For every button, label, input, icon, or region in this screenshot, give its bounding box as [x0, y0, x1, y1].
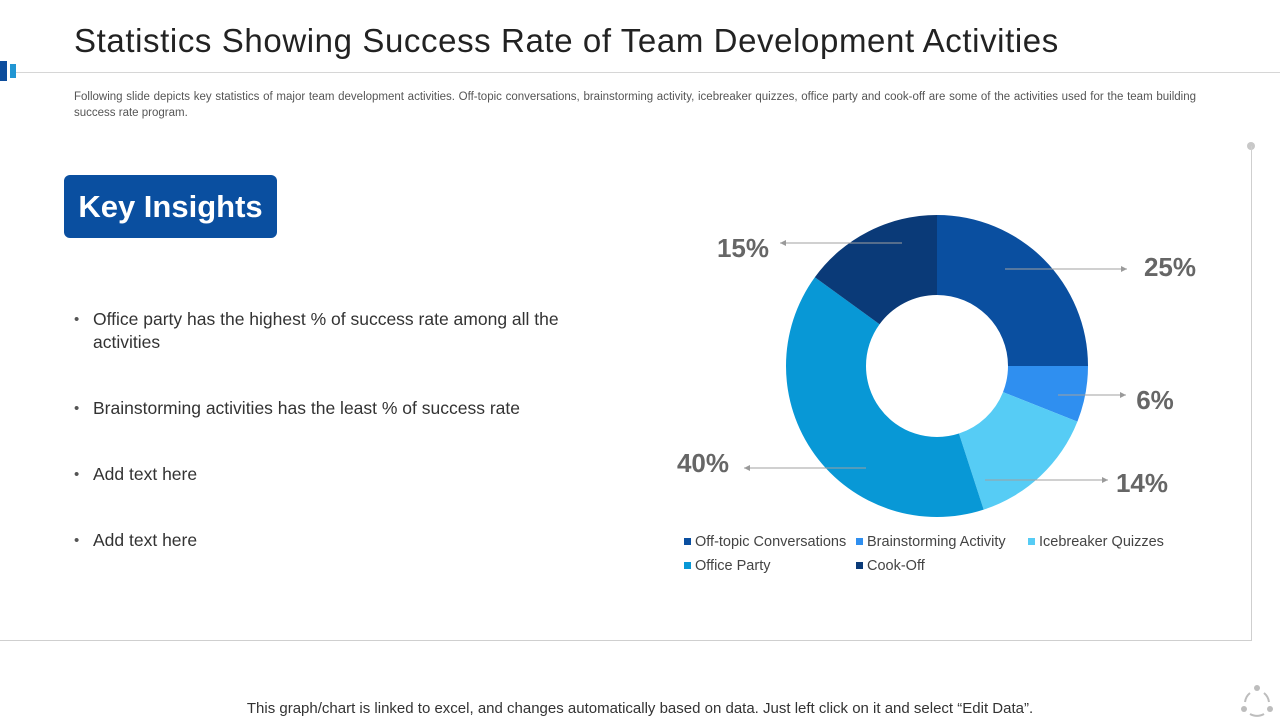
- key-insights-heading: Key Insights: [64, 175, 277, 238]
- insight-bullet-3: Add text here: [74, 463, 574, 486]
- legend-label: Office Party: [695, 558, 771, 574]
- legend-swatch: [1028, 537, 1035, 545]
- page-title: Statistics Showing Success Rate of Team …: [74, 22, 1059, 59]
- donut-slice-1[interactable]: [937, 215, 1088, 366]
- insights-list: Office party has the highest % of succes…: [74, 308, 574, 573]
- legend-swatch: [856, 561, 863, 569]
- header-divider: [16, 72, 1280, 73]
- legend-item-3: Icebreaker Quizzes: [1028, 534, 1164, 550]
- donut-slice-2[interactable]: [1003, 366, 1088, 422]
- donut-chart[interactable]: 25% 6% 14% 40% 15%: [640, 190, 1220, 530]
- legend-swatch: [684, 537, 691, 545]
- legend-label: Off-topic Conversations: [695, 534, 847, 550]
- insight-bullet-2: Brainstorming activities has the least %…: [74, 397, 574, 420]
- legend-label: Icebreaker Quizzes: [1039, 534, 1164, 550]
- insight-bullet-1: Office party has the highest % of succes…: [74, 308, 574, 354]
- legend-swatch: [856, 537, 863, 545]
- donut-slice-4[interactable]: [786, 277, 984, 517]
- data-label-4: 40%: [677, 448, 729, 478]
- slide-description: Following slide depicts key statistics o…: [74, 91, 1196, 119]
- legend-item-1: Off-topic Conversations: [684, 534, 846, 550]
- legend-label: Cook-Off: [867, 558, 925, 574]
- footer-note: This graph/chart is linked to excel, and…: [246, 700, 1034, 717]
- insight-bullet-4: Add text here: [74, 529, 574, 552]
- frame-right-line: [1251, 146, 1252, 641]
- people-cycle-icon: [1241, 685, 1273, 717]
- data-label-2: 6%: [1136, 385, 1174, 415]
- legend-label: Brainstorming Activity: [867, 534, 1006, 550]
- data-label-3: 14%: [1116, 468, 1168, 498]
- legend-item-5: Cook-Off: [856, 558, 925, 574]
- legend-item-2: Brainstorming Activity: [856, 534, 1006, 550]
- accent-bar: [0, 61, 7, 81]
- accent-bar-light: [10, 64, 16, 78]
- data-label-5: 15%: [717, 233, 769, 263]
- legend-swatch: [684, 561, 691, 569]
- data-label-1: 25%: [1144, 252, 1196, 282]
- legend-item-4: Office Party: [684, 558, 770, 574]
- donut-slice-5[interactable]: [814, 215, 937, 325]
- frame-bottom-line: [0, 640, 1252, 641]
